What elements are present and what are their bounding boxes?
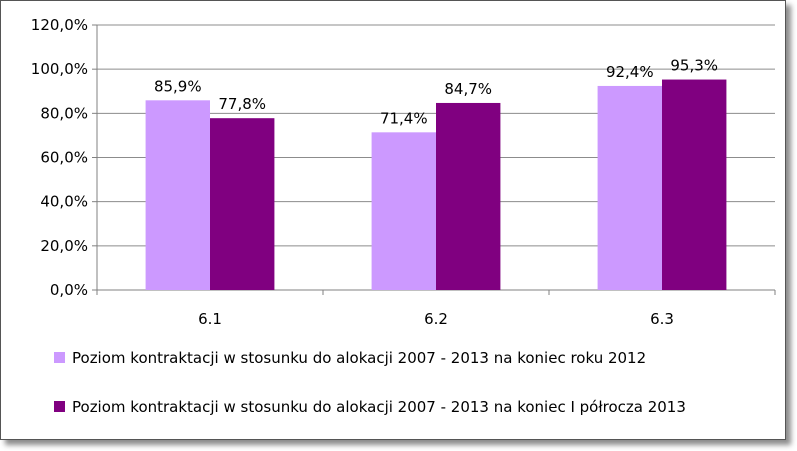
chart-frame: 0,0% 20,0% 40,0% 60,0% 80,0% 100,0% 120,0% 85,… [0,0,786,440]
y-tick-label: 80,0% [40,104,88,122]
data-label: 84,7% [444,80,492,98]
bar-1-6.2 [371,132,436,290]
y-tick-label: 40,0% [40,193,88,211]
bars [145,79,727,291]
bar-1-6.3 [597,85,662,290]
legend: Poziom kontraktacji w stosunku do alokac… [54,349,686,416]
data-label: 95,3% [670,57,718,75]
legend-label-2: Poziom kontraktacji w stosunku do alokac… [72,398,686,416]
legend-swatch-2 [54,401,65,412]
bar-2-6.1 [210,118,275,290]
bar-2-6.3 [662,79,727,290]
legend-label-1: Poziom kontraktacji w stosunku do alokac… [72,349,646,367]
data-labels: 85,9% 77,8% 71,4% 84,7% 92,4% 95,3% [154,57,718,128]
x-tick-labels: 6.1 6.2 6.3 [198,310,674,328]
data-label: 77,8% [218,95,266,113]
y-tick-labels: 0,0% 20,0% 40,0% 60,0% 80,0% 100,0% 120,0% [31,16,88,299]
y-tick-label: 0,0% [50,281,88,299]
bar-1-6.1 [145,100,210,290]
data-label: 71,4% [380,109,428,127]
bar-2-6.2 [436,102,501,291]
category-label: 6.2 [424,310,448,328]
category-label: 6.3 [650,310,674,328]
y-tick-label: 100,0% [31,60,88,78]
y-tick-label: 60,0% [40,149,88,167]
legend-swatch-1 [54,352,65,363]
y-tick-label: 20,0% [40,237,88,255]
category-label: 6.1 [198,310,222,328]
y-tick-label: 120,0% [31,16,88,34]
data-label: 92,4% [606,63,654,81]
bar-chart: 0,0% 20,0% 40,0% 60,0% 80,0% 100,0% 120,0% 85,… [31,16,776,416]
data-label: 85,9% [154,77,202,95]
